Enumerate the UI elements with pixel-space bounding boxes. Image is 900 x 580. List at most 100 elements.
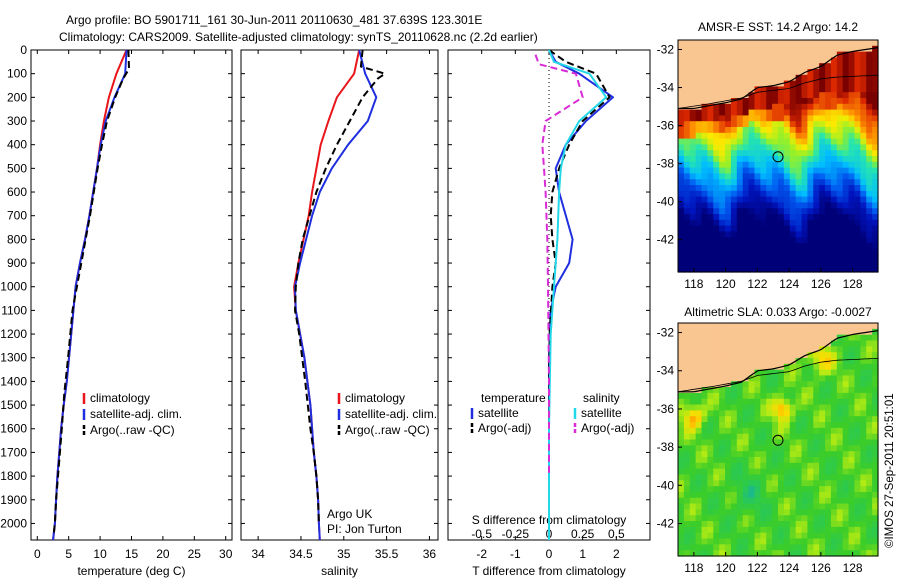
- map-cell: [730, 92, 738, 99]
- map-cell: [736, 550, 744, 557]
- map-cell: [760, 144, 767, 151]
- map-cell: [813, 254, 820, 261]
- map-cell: [707, 497, 714, 505]
- map-cell: [789, 369, 797, 377]
- map-cell: [778, 323, 785, 330]
- map-cell: [848, 202, 856, 209]
- map-cell: [783, 40, 791, 47]
- map-cell: [825, 254, 832, 261]
- map-cell: [819, 219, 826, 227]
- map-cell: [707, 173, 714, 180]
- map-cell: [707, 115, 714, 122]
- map-cell: [701, 550, 709, 557]
- map-cell: [848, 51, 856, 58]
- map-cell: [860, 92, 867, 99]
- map-cell: [795, 161, 803, 169]
- map-cell: [801, 392, 809, 400]
- map-cell: [760, 51, 767, 58]
- map-cell: [866, 225, 873, 232]
- map-cell: [754, 538, 761, 545]
- map-cell: [683, 260, 691, 267]
- map-cell: [795, 45, 803, 53]
- map-cell: [766, 219, 773, 227]
- map-cell: [872, 509, 879, 516]
- map-cell: [689, 248, 697, 256]
- map-cell: [795, 369, 803, 377]
- map-cell: [819, 144, 826, 151]
- map-cell: [854, 156, 861, 163]
- map-cell: [825, 156, 832, 163]
- map-cell: [795, 138, 803, 145]
- map-cell: [819, 451, 826, 458]
- map-cell: [754, 509, 761, 516]
- map-cell: [860, 45, 867, 53]
- map-cell: [689, 433, 697, 441]
- map-cell: [778, 190, 785, 198]
- map-cell: [748, 375, 756, 382]
- map-cell: [783, 334, 791, 342]
- map-cell: [766, 369, 773, 377]
- map-cell: [848, 328, 856, 336]
- map-cell: [872, 334, 879, 342]
- map-cell: [848, 121, 856, 128]
- map-cell: [836, 103, 844, 111]
- map-cell: [742, 103, 750, 111]
- map-cell: [742, 334, 750, 342]
- map-cell: [819, 231, 826, 238]
- map-cell: [848, 532, 856, 540]
- map-cell: [813, 387, 820, 394]
- map-cell: [807, 550, 814, 557]
- map-cell: [789, 550, 797, 557]
- map-cell: [807, 219, 814, 227]
- difference-xtick-label: 1: [579, 547, 586, 561]
- map-cell: [725, 404, 732, 411]
- map-cell: [825, 208, 832, 215]
- map-cell: [866, 266, 873, 273]
- map-cell: [695, 474, 703, 481]
- map-cell: [813, 132, 820, 140]
- map-cell: [719, 323, 726, 330]
- map-cell: [689, 103, 697, 111]
- map-cell: [742, 248, 750, 256]
- map-cell: [778, 254, 785, 261]
- map-cell: [766, 532, 773, 540]
- map-cell: [707, 69, 714, 76]
- map-cell: [807, 521, 814, 528]
- temperature-xtick-label: 5: [65, 547, 72, 561]
- map-cell: [736, 445, 744, 452]
- map-cell: [678, 144, 685, 151]
- map-cell: [842, 445, 850, 452]
- map-cell: [678, 190, 685, 198]
- map-cell: [760, 167, 767, 174]
- depth-tick-label: 1500: [0, 398, 27, 412]
- map-cell: [807, 334, 814, 342]
- map-cell: [678, 357, 685, 365]
- depth-tick-label: 1400: [0, 374, 27, 388]
- map-cell: [713, 132, 720, 140]
- map-cell: [842, 323, 850, 330]
- map-cell: [778, 219, 785, 227]
- map-cell: [707, 392, 714, 400]
- map-cell: [713, 80, 720, 87]
- map-cell: [689, 138, 697, 145]
- map-cell: [830, 86, 838, 93]
- map-cell: [766, 260, 773, 267]
- map-cell: [754, 214, 761, 221]
- map-cell: [795, 214, 803, 221]
- map-cell: [860, 260, 867, 267]
- map-cell: [860, 323, 867, 330]
- map-cell: [760, 121, 767, 128]
- map-cell: [725, 179, 732, 186]
- map-cell: [772, 225, 779, 232]
- map-cell: [813, 451, 820, 458]
- map-cell: [866, 433, 873, 441]
- map-cell: [678, 422, 685, 429]
- map-cell: [854, 208, 861, 215]
- difference-xtick-label: 2: [613, 547, 620, 561]
- map-cell: [825, 387, 832, 394]
- map-cell: [778, 445, 785, 452]
- difference-axis-label: T difference from climatology: [472, 564, 626, 578]
- map-cell: [795, 357, 803, 365]
- map-cell: [719, 248, 726, 256]
- map-cell: [678, 243, 685, 250]
